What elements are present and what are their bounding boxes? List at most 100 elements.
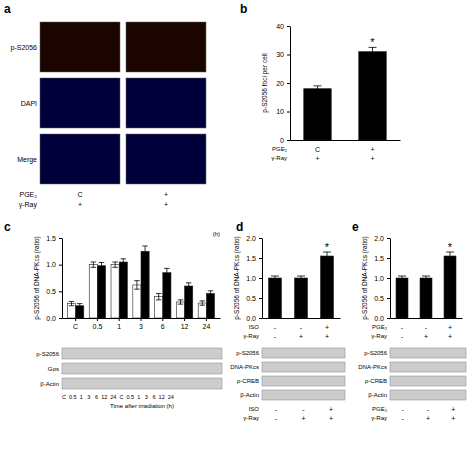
y-tick-mark (259, 318, 262, 319)
blot-label: p-CREB (237, 378, 259, 384)
x-tick: 1 (117, 318, 121, 330)
image-cell (126, 22, 206, 72)
condition-value: + (370, 146, 374, 153)
annotation: * (325, 241, 330, 253)
condition-value: + (370, 155, 374, 162)
blot-band (390, 390, 466, 400)
bar (89, 265, 97, 318)
condition-name: PGE₂ (372, 324, 388, 330)
error-bar (297, 276, 305, 280)
y-tick-label: 2.0 (246, 235, 256, 242)
condition-value: + (299, 333, 303, 340)
bar (359, 52, 387, 140)
blot-band (62, 348, 222, 359)
condition-value: + (301, 415, 305, 422)
condition-name: ISO (249, 406, 260, 412)
y-tick: 2.0 (374, 235, 390, 242)
panel-label: a (4, 2, 11, 16)
condition-value: + (424, 333, 428, 340)
x-tick: 6 (161, 318, 165, 330)
row-label: DAPI (21, 100, 37, 107)
condition-value: - (401, 406, 404, 413)
y-axis: 0.00.51.01.52.0 (374, 235, 390, 322)
y-tick: 40 (276, 23, 290, 30)
y-tick-label: 2.0 (374, 235, 384, 242)
y-axis-line (290, 27, 291, 141)
error-bar (271, 276, 279, 280)
annotation: * (448, 241, 453, 253)
y-tick-mark (259, 278, 262, 279)
y-tick: 2.0 (246, 235, 262, 242)
x-tick-label: 6 (161, 323, 165, 330)
y-tick-label: 0 (280, 137, 284, 144)
condition-name: PGE₂ (20, 191, 38, 198)
error-bar (134, 281, 139, 290)
blot-band (390, 376, 466, 386)
y-tick-mark (287, 55, 290, 56)
bar (163, 273, 171, 318)
image-cell (40, 134, 120, 184)
x-tick-mark (162, 318, 163, 321)
condition-value: + (451, 406, 455, 413)
y-tick-label: 1.0 (374, 275, 384, 282)
y-tick-mark (59, 265, 62, 266)
error-bar (121, 259, 126, 265)
x-tick-label: 1 (117, 323, 121, 330)
blot-label: β-Actin (240, 392, 259, 398)
y-axis: 010203040 (276, 23, 290, 144)
x-tick-label: 0.5 (93, 323, 103, 330)
x-tick: 0.5 (93, 318, 103, 330)
y-tick-mark (259, 258, 262, 259)
condition-value: - (300, 324, 303, 331)
error-bar (208, 291, 213, 296)
y-tick-label: 0.0 (46, 315, 56, 322)
error-bar (164, 268, 169, 277)
y-tick-mark (387, 318, 390, 319)
bar (396, 278, 408, 318)
y-tick-label: 1.5 (46, 235, 56, 242)
condition-name: ISO (249, 324, 260, 330)
bar (185, 286, 193, 318)
bar (321, 256, 334, 318)
x-tick-label: C (73, 323, 78, 330)
x-tick-mark (141, 318, 142, 321)
error-bar (69, 301, 74, 305)
bar (304, 89, 332, 140)
error-bar (314, 86, 322, 92)
x-tick-label: 24 (202, 323, 210, 330)
y-tick-mark (387, 258, 390, 259)
y-tick: 0 (280, 137, 290, 144)
y-tick-label: 1.0 (46, 261, 56, 268)
error-bar (91, 262, 96, 267)
blot-label: p-S2056 (364, 350, 387, 356)
x-tick-mark (206, 318, 207, 321)
y-tick: 0.0 (374, 315, 390, 322)
annotation: * (370, 36, 375, 48)
condition-value: - (401, 333, 404, 340)
y-tick-label: 10 (276, 108, 284, 115)
error-bar (200, 301, 205, 305)
x-tick-mark (119, 318, 120, 321)
panel-label: e (352, 220, 359, 234)
x-tick: 24 (202, 318, 210, 330)
bar-panel: 0.00.51.01.5C0.51361224p-S2056 of DNA-PK… (33, 231, 221, 330)
condition-value: + (78, 201, 82, 208)
y-axis-line (262, 239, 263, 319)
condition-name: γ-Ray (19, 201, 38, 209)
error-bar (178, 300, 183, 304)
y-tick-mark (387, 298, 390, 299)
y-axis-title: p-S2056 of DNA-PKcs (ratio) (361, 236, 369, 319)
error-bar (186, 283, 191, 289)
y-axis-title: p-S2056 of DNA-PKcs (ratio) (33, 236, 41, 319)
panel-label: d (236, 220, 243, 234)
y-tick: 0.0 (246, 315, 262, 322)
blot-band (62, 378, 222, 389)
y-tick-mark (59, 291, 62, 292)
y-tick-label: 0.0 (246, 315, 256, 322)
condition-name: PGE₂ (272, 146, 288, 152)
y-tick-label: 0.0 (374, 315, 384, 322)
image-cell (40, 22, 120, 72)
condition-value: + (329, 415, 333, 422)
y-tick-mark (287, 112, 290, 113)
condition-name: γ-Ray (243, 415, 259, 421)
